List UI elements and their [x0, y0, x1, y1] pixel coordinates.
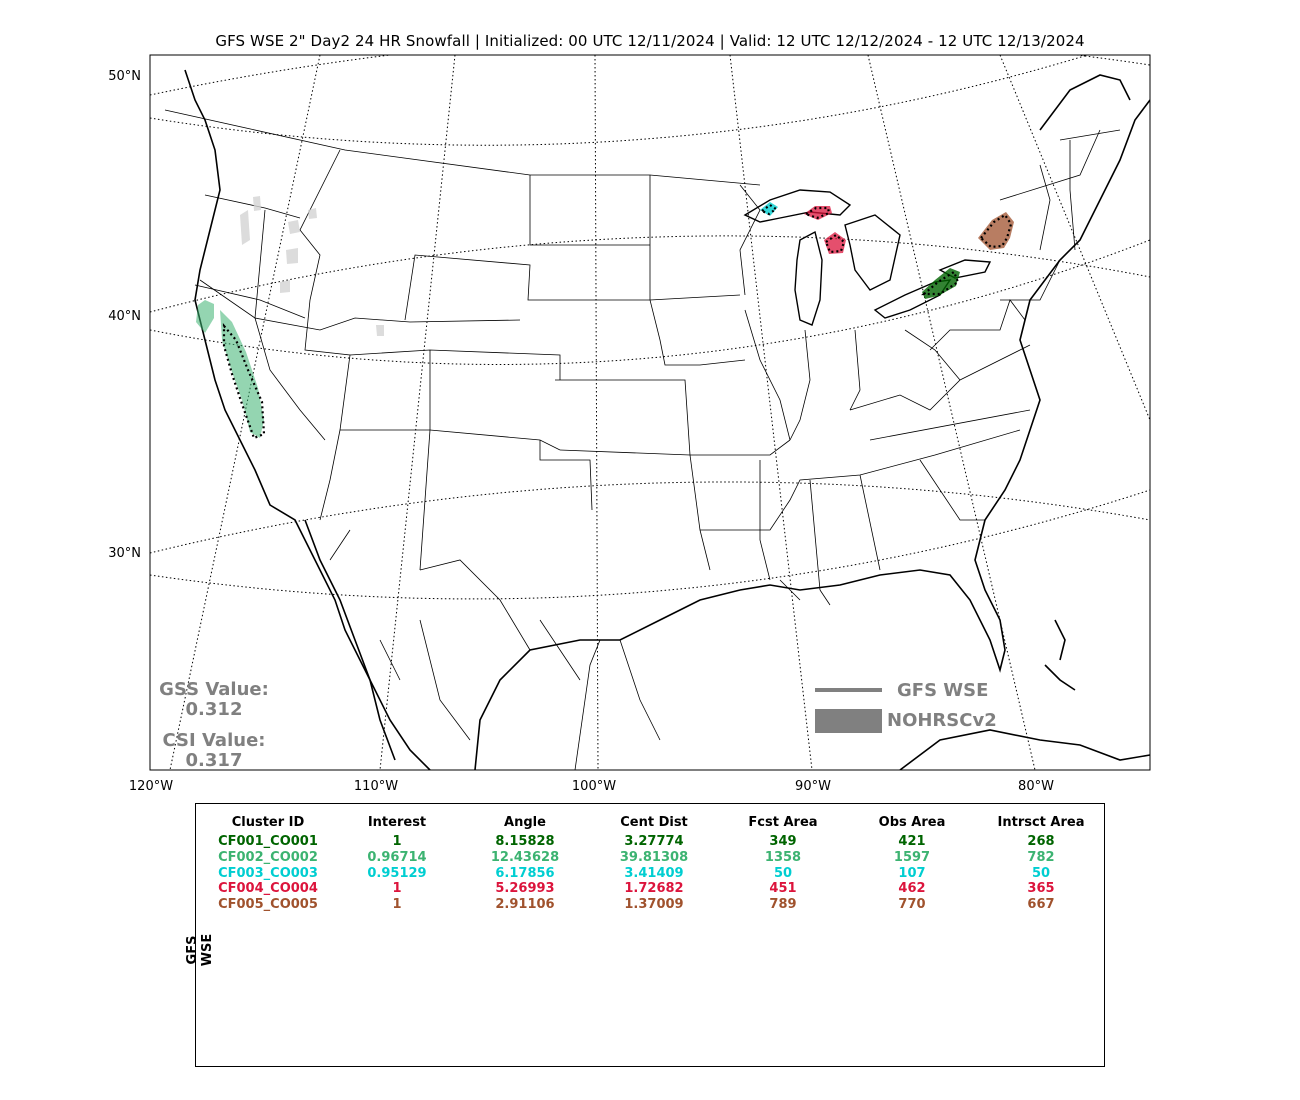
table-cell: 1 — [392, 881, 402, 897]
lon-label: 90°W — [795, 779, 831, 794]
lat-label: 30°N — [108, 546, 141, 561]
legend-line-label: GFS WSE — [897, 680, 988, 701]
table-side-label: GFS WSE — [185, 933, 215, 967]
table-header: Cluster ID — [231, 815, 305, 830]
forecast-outline-CF004b — [824, 233, 846, 254]
table-cell: 2.91106 — [495, 897, 555, 913]
table-header: Interest — [367, 815, 427, 830]
forecast-outline-CF004a — [803, 206, 831, 220]
table-header: Cent Dist — [620, 815, 688, 830]
map-frame — [149, 54, 1151, 771]
table-cell: 365 — [1027, 881, 1055, 897]
table-cell: 12.43628 — [490, 849, 560, 865]
gss-stat: GSS Value: 0.312 — [144, 680, 284, 720]
observed-cluster-CF002b — [220, 310, 264, 438]
unmatched-objects — [240, 196, 384, 336]
cluster-table — [195, 803, 1105, 1067]
table-cluster-id: CF001_CO001 — [218, 834, 318, 849]
table-cell: 39.81308 — [619, 849, 689, 865]
great-lakes — [743, 189, 992, 326]
legend-fill-swatch — [815, 709, 882, 733]
table-cluster-id: CF004_CO004 — [218, 881, 318, 897]
coastline — [184, 69, 1150, 770]
table-cluster-id: CF003_CO003 — [218, 865, 318, 881]
political-borders — [164, 109, 1121, 770]
graticule — [150, 55, 1150, 770]
table-cell: 1 — [392, 834, 402, 849]
snowfall-map: GFS WSE NOHRSCv2 50°N 40°N 30°N 120°W 11… — [108, 54, 1151, 794]
table-cell: 0.95129 — [367, 865, 427, 881]
observed-cluster-CF005 — [978, 212, 1014, 250]
table-cell: 1.37009 — [624, 897, 684, 913]
lon-label: 120°W — [129, 779, 173, 794]
lon-label: 110°W — [354, 779, 398, 794]
table-cell: 6.17856 — [495, 865, 555, 881]
table-cell: 1 — [392, 897, 402, 913]
figure-title: GFS WSE 2" Day2 24 HR Snowfall | Initial… — [215, 32, 1085, 50]
forecast-outline-CF005 — [979, 213, 1013, 249]
table-cell: 462 — [898, 881, 926, 897]
table-cell: 1358 — [764, 849, 802, 865]
table-cell: 50 — [773, 865, 793, 881]
forecast-outline-CF003 — [759, 203, 778, 216]
table-cell: 0.96714 — [367, 849, 427, 865]
table-header: Obs Area — [878, 815, 946, 830]
table-cell: 782 — [1027, 849, 1055, 865]
table-header: Fcst Area — [748, 815, 818, 830]
table-cell: 770 — [898, 897, 926, 913]
table-header: Angle — [504, 815, 546, 830]
table-cell: 107 — [898, 865, 926, 881]
csi-stat: CSI Value: 0.317 — [144, 731, 284, 771]
axis-labels: 50°N 40°N 30°N 120°W 110°W 100°W 90°W 80… — [108, 69, 1054, 794]
legend-fill-label: NOHRSCv2 — [887, 710, 997, 731]
gss-label: GSS Value: — [159, 679, 269, 700]
table-cell: 667 — [1027, 897, 1055, 913]
table-cell: 789 — [769, 897, 797, 913]
observed-cluster-CF004a — [804, 206, 832, 220]
lon-label: 100°W — [572, 779, 616, 794]
table-cell: 50 — [1031, 865, 1051, 881]
lon-label: 80°W — [1018, 779, 1054, 794]
legend: GFS WSE NOHRSCv2 — [815, 680, 997, 733]
lat-label: 40°N — [108, 309, 141, 324]
forecast-outline-CF001 — [921, 270, 960, 296]
observed-cluster-CF001 — [922, 268, 960, 299]
table-cell: 8.15828 — [495, 834, 555, 849]
table-header: Intrsct Area — [997, 815, 1085, 830]
table-cell: 5.26993 — [495, 881, 555, 897]
table-cell: 268 — [1027, 834, 1055, 849]
forecast-outlines — [222, 203, 1013, 440]
forecast-outline-CF002 — [222, 323, 266, 440]
table-cluster-id: CF002_CO002 — [218, 849, 318, 865]
map-content: GFS WSE NOHRSCv2 — [150, 55, 1150, 770]
table-cell: 421 — [898, 834, 926, 849]
table-cell: 1.72682 — [624, 881, 684, 897]
gss-value: 0.312 — [185, 699, 243, 720]
table-cluster-id: CF005_CO005 — [218, 897, 318, 913]
lat-label: 50°N — [108, 69, 141, 84]
table-cell: 349 — [769, 834, 797, 849]
observed-cluster-CF002 — [196, 300, 214, 333]
table-cell: 3.27774 — [624, 834, 684, 849]
table-cell: 3.41409 — [624, 865, 684, 881]
table-cell: 1597 — [893, 849, 931, 865]
csi-value: 0.317 — [185, 750, 243, 771]
table-cell: 451 — [769, 881, 797, 897]
observed-clusters — [196, 202, 1014, 438]
csi-label: CSI Value: — [162, 730, 266, 751]
